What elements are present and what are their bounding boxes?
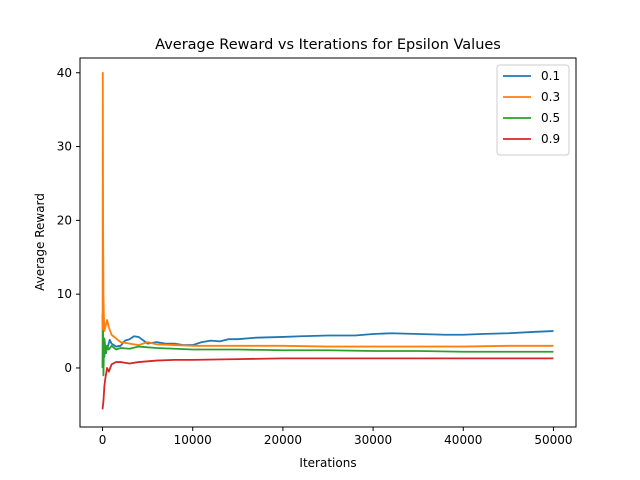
legend: 0.1 0.3 0.5 0.9 <box>496 64 570 156</box>
y-tick-label: 40 <box>57 66 72 80</box>
plot-frame <box>79 57 577 428</box>
x-axis: 0 10000 20000 30000 40000 50000 <box>99 427 573 447</box>
x-tick-label: 20000 <box>264 433 302 447</box>
legend-label: 0.9 <box>541 132 560 146</box>
legend-box <box>496 64 570 156</box>
y-axis-title: Average Reward <box>33 193 47 291</box>
series-line-0.3 <box>101 71 554 368</box>
legend-label: 0.3 <box>541 90 560 104</box>
series-line-0.5 <box>101 330 554 377</box>
x-tick-label: 40000 <box>444 433 482 447</box>
legend-label: 0.5 <box>541 111 560 125</box>
legend-label: 0.1 <box>541 69 560 83</box>
y-tick-label: 0 <box>64 361 72 375</box>
x-axis-title: Iterations <box>299 456 356 470</box>
y-tick-label: 10 <box>57 287 72 301</box>
y-axis: 0 10 20 30 40 <box>57 66 80 375</box>
y-tick-label: 30 <box>57 140 72 154</box>
x-tick-label: 50000 <box>534 433 572 447</box>
series-line-0.9 <box>101 357 554 410</box>
x-tick-label: 0 <box>99 433 107 447</box>
x-tick-label: 10000 <box>174 433 212 447</box>
y-tick-label: 20 <box>57 213 72 227</box>
chart-title: Average Reward vs Iterations for Epsilon… <box>155 37 501 53</box>
x-tick-label: 30000 <box>354 433 392 447</box>
plot-lines <box>101 71 554 410</box>
